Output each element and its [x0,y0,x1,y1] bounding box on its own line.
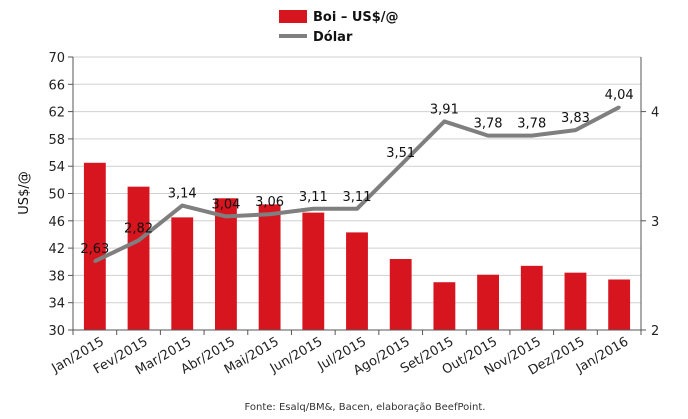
legend: Boi – US$/@ Dólar [279,10,399,45]
bar [564,272,587,330]
bar [608,279,631,330]
y-left-tick-label: 38 [48,269,65,284]
line-point [137,238,141,242]
legend-label-line: Dólar [313,30,353,45]
y-right-tick-label: 3 [651,215,659,230]
data-label: 4,04 [605,88,634,103]
bar [389,259,412,330]
line-point [311,207,315,211]
line-point [180,204,184,208]
data-label: 3,14 [168,187,197,202]
axes [68,56,646,335]
y-left-tick-label: 54 [48,160,65,175]
line-point [530,134,534,138]
line-point [617,105,621,109]
data-label: 2,82 [124,221,153,236]
data-label: 3,51 [386,146,415,161]
bar [215,198,237,330]
bar [258,204,281,330]
data-label: 3,11 [299,190,328,205]
y-left-tick-label: 70 [48,51,65,66]
line-point [355,207,359,211]
y-axis-label: US$/@ [17,171,32,214]
line-point [93,259,97,263]
y-left-tick-label: 46 [48,215,65,230]
bar [477,274,499,330]
line-point [224,214,228,218]
y-right-tick-label: 4 [651,106,659,121]
data-label: 3,91 [430,102,459,117]
y-right-tick-label: 2 [651,324,659,339]
line-point [573,128,577,132]
line-point [399,163,403,167]
data-label: 3,78 [517,117,546,132]
bar [83,162,106,330]
bar-series [83,162,631,330]
y-left-tick-label: 30 [48,324,65,339]
y-left-tick-label: 66 [48,78,65,93]
data-label: 3,11 [343,190,372,205]
bar [433,282,456,330]
data-label: 3,06 [255,195,284,210]
y-left-tick-label: 62 [48,106,65,121]
y-left-tick-label: 34 [48,297,65,312]
y-left-tick-label: 58 [48,133,65,148]
bar [302,212,325,330]
data-label: 3,78 [474,117,503,132]
bar [520,265,543,330]
line-point [486,134,490,138]
line-series: 2,63 2,82 3,14 3,04 3,06 3,11 3,11 3,51 3,91 3,78… [80,88,634,264]
y-left-tick-label: 42 [48,242,65,257]
y-left-tick-label: 50 [48,188,65,203]
bar [127,186,150,330]
data-label: 3,83 [561,111,590,126]
legend-swatch-bar [279,10,307,23]
line-point [442,119,446,123]
line-point [268,212,272,216]
data-label: 2,63 [80,242,109,257]
source-note: Fonte: Esalq/BM&, Bacen, elaboração Beef… [245,402,486,413]
data-label: 3,04 [211,197,240,212]
legend-label-bar: Boi – US$/@ [313,10,399,25]
bar [346,232,368,330]
bar [171,217,194,330]
